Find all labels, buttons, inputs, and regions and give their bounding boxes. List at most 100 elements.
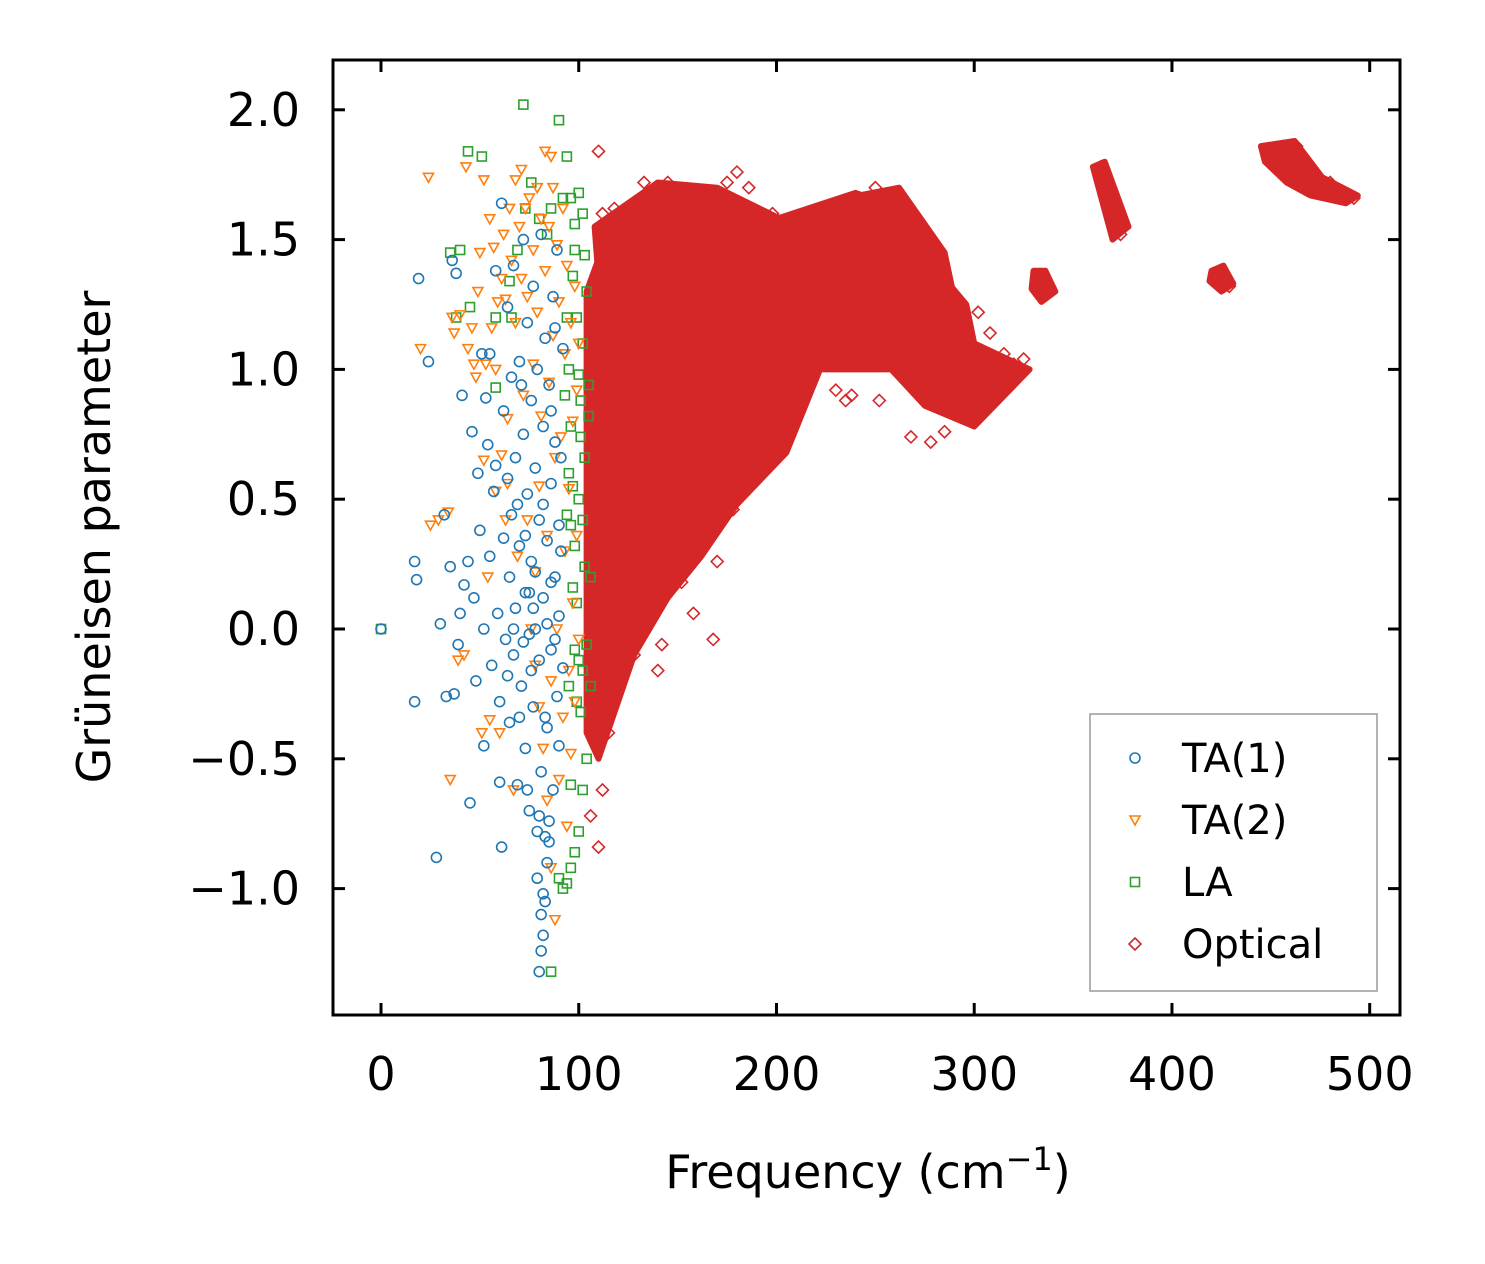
data-point: [493, 776, 506, 788]
data-point: [408, 555, 421, 568]
data-point: [476, 151, 488, 162]
data-point: [575, 431, 587, 443]
data-point: [563, 467, 575, 479]
data-point: [476, 348, 488, 360]
data-point: [569, 846, 581, 858]
data-point: [527, 280, 540, 293]
data-point: [591, 839, 606, 855]
data-point: [836, 242, 851, 258]
data-point: [573, 654, 585, 666]
data-point: [759, 408, 774, 424]
data-point: [518, 99, 529, 110]
data-point: [686, 440, 701, 455]
data-point: [579, 561, 590, 572]
legend-marker-la: [1129, 876, 1141, 888]
data-point: [569, 244, 581, 256]
data-point: [487, 485, 500, 498]
data-point: [557, 192, 569, 204]
data-point: [650, 663, 665, 678]
data-point: [1109, 216, 1124, 232]
data-point: [599, 595, 614, 611]
data-point: [1101, 180, 1116, 195]
data-point: [548, 914, 562, 927]
data-point: [495, 197, 508, 210]
data-point: [533, 810, 545, 822]
data-point: [611, 336, 626, 351]
data-point: [868, 180, 883, 195]
data-point: [654, 637, 669, 652]
data-point: [553, 519, 565, 531]
data-point: [615, 357, 630, 372]
data-point: [556, 712, 570, 724]
legend-marker-optical: [1127, 936, 1143, 952]
legend-box: [1089, 713, 1378, 992]
series-la: [375, 99, 596, 977]
data-point: [526, 245, 540, 257]
data-point: [706, 632, 721, 647]
data-point: [525, 555, 538, 568]
data-point: [408, 695, 421, 708]
data-point: [541, 856, 553, 869]
data-point: [535, 908, 547, 921]
data-point: [860, 310, 875, 325]
data-point: [528, 567, 542, 579]
data-point: [470, 675, 482, 687]
scatter-points: [375, 99, 1362, 978]
data-point: [937, 424, 952, 439]
data-point: [509, 317, 522, 330]
data-point: [480, 392, 492, 404]
data-point: [539, 332, 551, 345]
data-point: [567, 480, 579, 492]
data-point: [529, 623, 542, 635]
data-point: [804, 372, 820, 387]
data-point: [511, 498, 524, 511]
data-point: [531, 872, 544, 885]
data-point: [1303, 180, 1318, 195]
data-point: [445, 312, 459, 325]
data-point: [424, 520, 437, 532]
data-point: [638, 497, 654, 512]
data-point: [515, 273, 528, 286]
data-point: [832, 289, 847, 304]
data-point: [550, 624, 564, 636]
series-ta2: [414, 146, 586, 927]
data-point: [694, 315, 709, 330]
data-point: [884, 331, 899, 346]
data-point: [566, 598, 580, 610]
data-point: [581, 753, 592, 765]
data-point: [1214, 263, 1229, 278]
data-point: [481, 438, 494, 451]
optical-dense-region: [591, 179, 800, 295]
data-point: [872, 393, 887, 408]
data-point: [1034, 274, 1049, 289]
data-point: [868, 258, 883, 273]
data-point: [499, 633, 512, 646]
data-point: [557, 662, 569, 674]
data-point: [571, 312, 583, 323]
data-point: [532, 481, 546, 493]
data-point: [509, 451, 522, 464]
data-point: [891, 367, 907, 382]
data-point: [573, 826, 585, 837]
data-point: [545, 643, 557, 656]
data-point: [499, 294, 512, 306]
y-tick-label: 0.5: [227, 472, 300, 526]
legend: TA(1) TA(2) LA Optical: [1089, 713, 1378, 992]
data-point: [765, 357, 780, 372]
data-point: [1030, 268, 1045, 284]
data-point: [818, 216, 834, 232]
data-point: [522, 193, 536, 205]
y-tick-labels: −1.0 −0.5 0.0 0.5 1.0 1.5 2.0: [188, 83, 300, 916]
data-point: [519, 529, 532, 542]
data-point: [501, 669, 514, 682]
data-point: [566, 416, 580, 428]
data-point: [555, 451, 567, 464]
data-point: [434, 618, 447, 630]
data-point: [493, 695, 506, 708]
data-point: [537, 420, 549, 433]
data-point: [443, 774, 457, 787]
data-point: [733, 279, 749, 294]
data-point: [519, 586, 532, 599]
data-point: [548, 452, 562, 465]
legend-label: LA: [1182, 860, 1233, 906]
